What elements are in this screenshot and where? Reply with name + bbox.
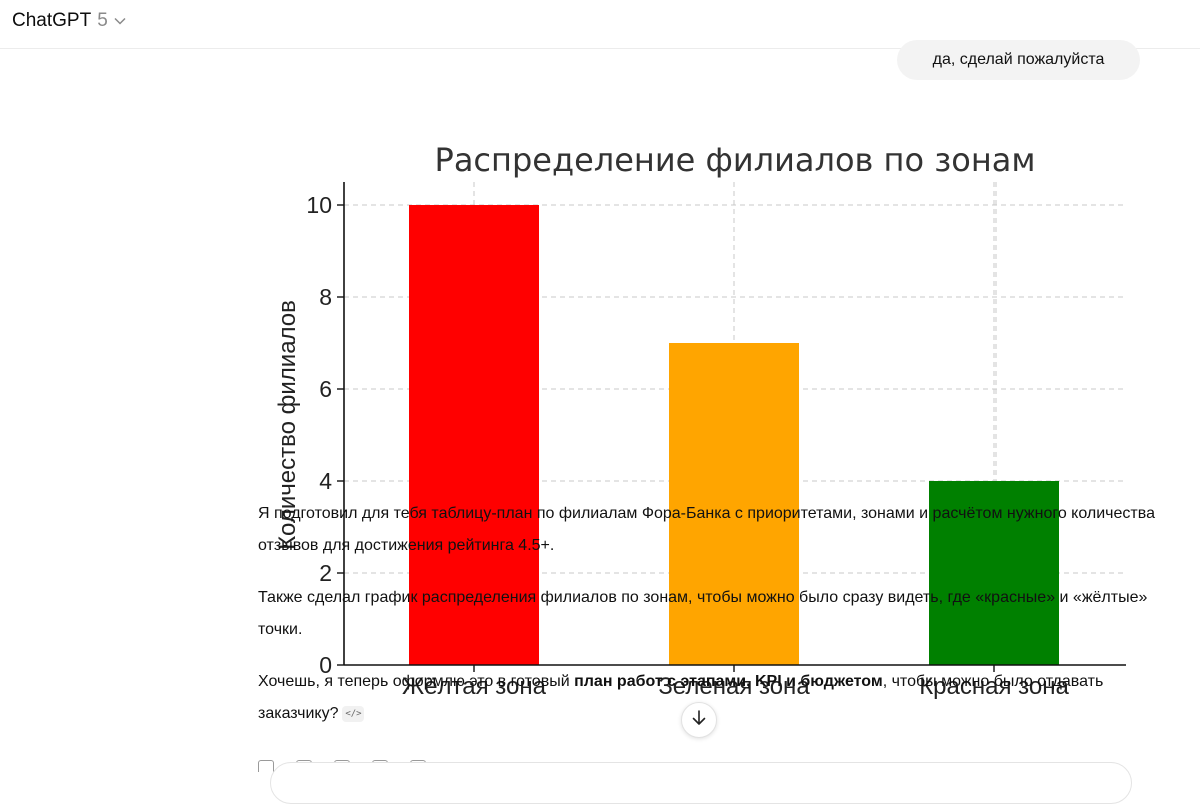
- bar-2: [669, 343, 799, 665]
- y-tick-label: 8: [319, 284, 332, 310]
- x-tick-label: Жёлтая зона: [402, 673, 547, 700]
- model-version: 5: [97, 10, 108, 31]
- y-tick-label: 4: [319, 468, 332, 494]
- app-name: ChatGPT: [12, 10, 92, 31]
- x-tick-label: Зелёная зона: [658, 673, 810, 700]
- reply-p3-end: , чтобы можно было отдавать заказчику?: [258, 673, 1104, 722]
- top-bar: ChatGPT 5: [0, 0, 1200, 49]
- assistant-reply: Я подготовил для тебя таблицу-план по фи…: [258, 498, 1158, 750]
- arrow-down-icon: [691, 709, 707, 732]
- reply-paragraph-2: Также сделал график распределения филиал…: [258, 589, 1148, 638]
- code-chip-icon[interactable]: </>: [342, 705, 365, 722]
- y-tick-label: 0: [319, 652, 332, 678]
- reply-p3-start: Хочешь, я теперь оформлю это в готовый: [258, 673, 575, 690]
- message-composer[interactable]: [270, 762, 1132, 804]
- x-tick-label: Красная зона: [919, 673, 1069, 700]
- y-axis-label: Количество филиалов: [274, 300, 301, 550]
- scroll-to-bottom-button[interactable]: [681, 702, 717, 738]
- zone-distribution-chart: 0 2 4 6 8 10 Жёлтая зона Зелёная зона Красная зо…: [274, 141, 1126, 700]
- copy-icon[interactable]: [258, 760, 274, 772]
- model-switcher[interactable]: ChatGPT 5: [12, 9, 126, 33]
- user-message-bubble: да, сделай пожалуйста: [897, 40, 1140, 80]
- bar-1: [409, 205, 539, 665]
- user-message-text: да, сделай пожалуйста: [932, 51, 1105, 68]
- chevron-down-icon: [114, 17, 126, 25]
- reply-paragraph-1: Я подготовил для тебя таблицу-план по фи…: [258, 505, 1155, 554]
- chart-title: Распределение филиалов по зонам: [435, 141, 1036, 179]
- y-tick-label: 2: [319, 560, 332, 586]
- reply-paragraph-3: Хочешь, я теперь оформлю это в готовый п…: [258, 666, 1158, 730]
- y-tick-label: 10: [306, 192, 332, 218]
- y-tick-label: 6: [319, 376, 332, 402]
- reply-p3-bold: план работ с этапами, KPI и бюджетом: [574, 673, 883, 690]
- bar-3: [929, 481, 1059, 665]
